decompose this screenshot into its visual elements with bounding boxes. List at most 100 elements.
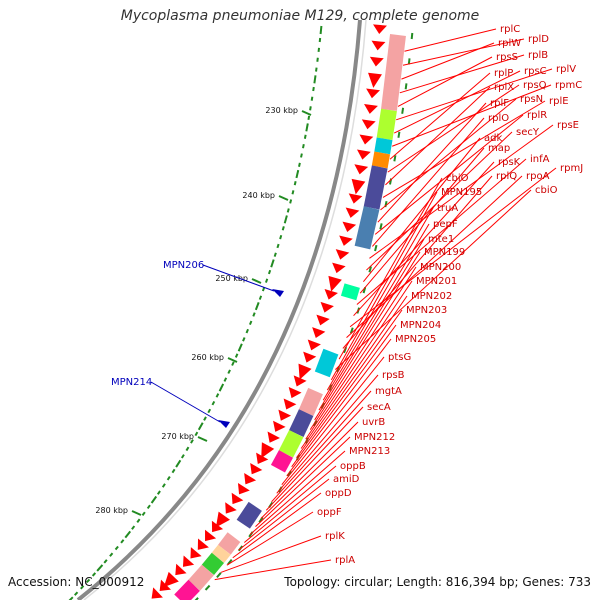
- genome-backbone: [76, 19, 367, 600]
- cog-category-track: [174, 34, 406, 600]
- cog-box: [188, 564, 214, 591]
- gene-label: MPN200: [420, 262, 461, 273]
- gc-dot: [91, 572, 97, 577]
- inner-dash: [368, 266, 372, 273]
- gc-dot: [305, 123, 309, 132]
- gc-dot: [270, 259, 275, 268]
- inner-dash: [404, 83, 408, 90]
- inner-dash: [204, 584, 211, 591]
- gene-label-leader: [362, 137, 481, 282]
- gene-label-leader: [309, 266, 417, 430]
- gene-arrow: [182, 555, 195, 567]
- gc-dot: [96, 564, 104, 572]
- gene-arrow: [298, 363, 312, 380]
- gene-arrow: [293, 375, 307, 387]
- gene-arrow: [316, 314, 330, 326]
- gene-label-leader: [276, 374, 379, 494]
- gc-dot: [86, 578, 91, 584]
- cog-box: [314, 348, 339, 378]
- gene-label: MPN203: [406, 305, 447, 316]
- gc-dot: [309, 106, 312, 111]
- gene-label: rpsK: [498, 157, 521, 168]
- gc-dot: [136, 518, 141, 523]
- gc-dot: [227, 369, 231, 374]
- gene-label-leader: [322, 223, 430, 401]
- gc-dot: [276, 243, 280, 249]
- gene-label: MPN205: [395, 334, 436, 345]
- kbp-tick-label: 250 kbp: [215, 274, 248, 283]
- gc-dot: [286, 208, 290, 213]
- gene-arrow: [345, 207, 360, 218]
- gene-label: MPN204: [400, 320, 441, 331]
- inner-dash: [407, 58, 411, 65]
- gene-label: rplQ: [496, 171, 517, 182]
- genome-summary-text: Topology: circular; Length: 816,394 bp; …: [284, 575, 591, 589]
- gc-dot: [264, 278, 269, 283]
- cog-box: [340, 283, 360, 301]
- gene-label-leader: [404, 28, 497, 52]
- gc-dot: [156, 490, 161, 495]
- gene-label-leader: [238, 478, 330, 551]
- gc-skew-track: [68, 25, 323, 600]
- gene-label-leader: [291, 324, 397, 468]
- gene-label-leader: [353, 161, 495, 317]
- gene-label-leader: [399, 54, 525, 94]
- gene-arrow: [267, 431, 280, 443]
- gene-label: rplR: [527, 110, 547, 121]
- gene-arrow: [335, 249, 350, 260]
- gc-dot: [120, 539, 125, 544]
- gene-label: rpsS: [496, 52, 518, 63]
- gc-dot: [146, 504, 151, 510]
- gene-label: rpsQ: [523, 80, 547, 91]
- gene-label-leader: [265, 406, 364, 511]
- gene-label: uvrB: [362, 417, 385, 428]
- gene-label: rpoA: [526, 171, 550, 182]
- gene-arrow: [339, 235, 353, 246]
- cog-box: [211, 544, 231, 563]
- gene-label-leader: [260, 421, 359, 519]
- gc-dot: [185, 446, 190, 452]
- gene-label: rplA: [335, 555, 355, 566]
- highlight-track[interactable]: MPN206 MPN214: [111, 260, 284, 428]
- highlight-leader: [150, 381, 221, 423]
- gc-dot: [319, 25, 323, 35]
- gene-arrow: [312, 327, 326, 338]
- gene-arrow: [231, 492, 244, 505]
- highlight-gene-label: MPN214: [111, 377, 152, 388]
- inner-dash: [374, 244, 378, 252]
- gene-arrow: [307, 339, 321, 351]
- gene-label: oppD: [325, 488, 352, 499]
- gene-arrow: [368, 72, 382, 88]
- gc-dot: [315, 67, 318, 72]
- inner-dash: [397, 131, 401, 138]
- gc-dot: [249, 320, 253, 326]
- gene-arrow: [373, 24, 387, 34]
- gc-dot: [252, 312, 256, 317]
- gc-dot: [166, 476, 171, 481]
- gene-label: MPN199: [424, 247, 465, 258]
- gc-dot: [267, 269, 272, 275]
- gene-label: cbiO: [535, 185, 558, 196]
- cog-box: [289, 409, 314, 438]
- gene-label-leader: [334, 189, 532, 370]
- gene-arrow: [256, 452, 269, 464]
- cog-box: [236, 501, 262, 529]
- kbp-tick-label: 230 kbp: [265, 106, 298, 115]
- gene-label: rplC: [500, 24, 520, 35]
- gc-dot: [313, 75, 317, 84]
- gene-label-leader: [377, 102, 487, 223]
- gc-dot: [295, 169, 300, 179]
- gene-label: MPN213: [349, 446, 390, 457]
- gene-arrow: [361, 119, 376, 130]
- gene-label-leader: [300, 295, 408, 449]
- gene-label-track[interactable]: rplC rplD rplW rplB rpsS rplV rpsC rpmC rplP rpsQ…: [317, 24, 583, 566]
- kbp-tick-label: 260 kbp: [191, 353, 224, 362]
- gc-dot: [231, 361, 235, 366]
- gene-arrow-track[interactable]: [151, 24, 387, 599]
- gene-arrow: [364, 103, 378, 114]
- gene-label-leader: [214, 559, 332, 581]
- gc-dot: [312, 86, 315, 92]
- gene-label-leader: [371, 117, 485, 247]
- gc-dot: [194, 431, 199, 437]
